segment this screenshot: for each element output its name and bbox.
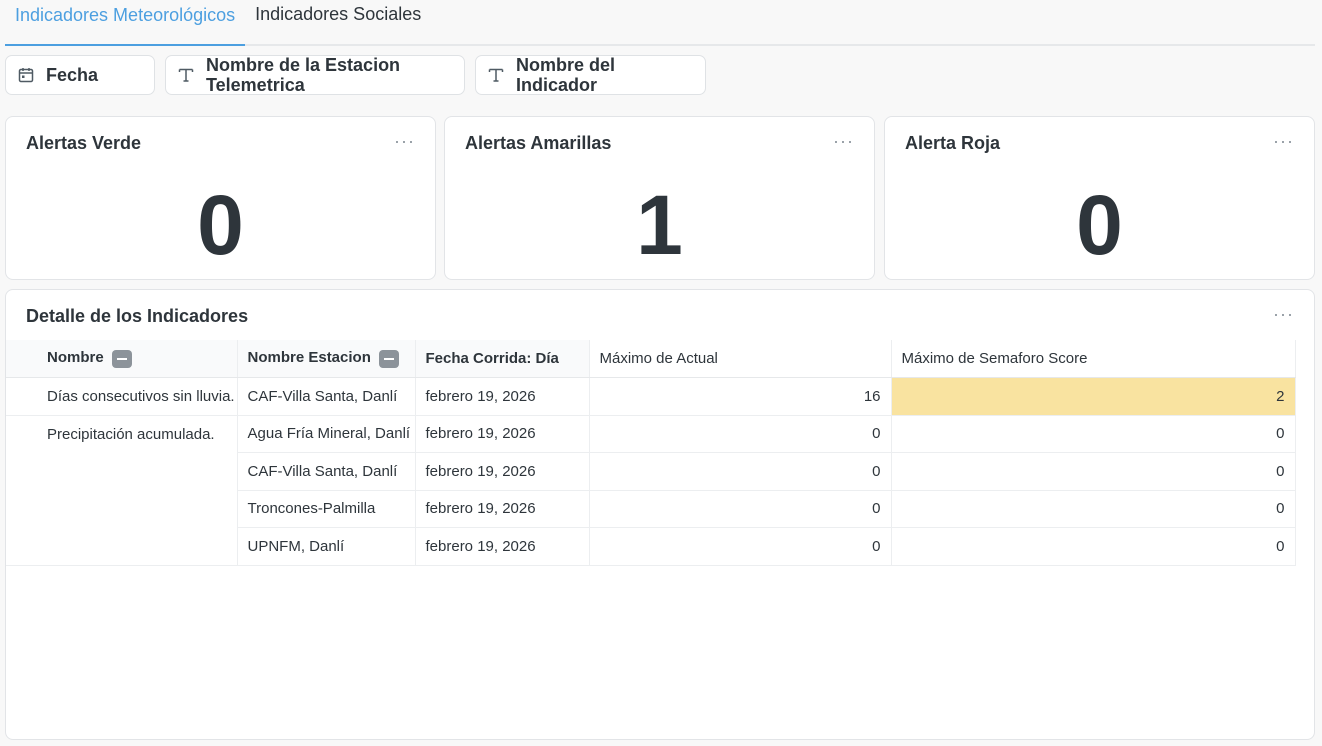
header-maximo-actual[interactable]: Máximo de Actual — [589, 340, 892, 378]
cell-score: 0 — [891, 527, 1296, 566]
cell-actual: 0 — [589, 415, 892, 453]
cell-actual: 0 — [589, 490, 892, 528]
cell-actual: 0 — [589, 527, 892, 566]
scalar-value: 0 — [197, 178, 244, 272]
more-options-icon[interactable]: ··· — [833, 131, 854, 151]
cell-fecha: febrero 19, 2026 — [415, 452, 590, 491]
filter-nombre-indicador[interactable]: Nombre del Indicador — [475, 55, 706, 95]
filter-fecha-label: Fecha — [46, 65, 99, 85]
scalar-value: 0 — [1076, 178, 1123, 272]
cell-actual: 16 — [589, 377, 892, 416]
card-alertas-verde: Alertas Verde ··· 0 — [5, 116, 436, 280]
table-header-row: Nombre Nombre Estacion Fecha Corrida: Dí… — [6, 340, 1296, 378]
header-label: Nombre Estacion — [247, 349, 371, 367]
dashboard-tabs: Indicadores Meteorológicos Indicadores S… — [5, 0, 1315, 46]
cell-nombre: Precipitación acumulada. — [6, 415, 238, 453]
table-row: UPNFM, Danlí febrero 19, 2026 0 0 — [6, 527, 1296, 566]
cell-nombre-empty — [6, 527, 238, 566]
cell-estacion: Agua Fría Mineral, Danlí — [237, 415, 416, 453]
cell-actual: 0 — [589, 452, 892, 491]
text-type-icon — [488, 68, 504, 82]
cell-estacion: UPNFM, Danlí — [237, 527, 416, 566]
collapse-icon[interactable] — [378, 349, 399, 368]
pivot-table-wrapper: Nombre Nombre Estacion Fecha Corrida: Dí… — [6, 340, 1296, 566]
more-options-icon[interactable]: ··· — [394, 131, 415, 151]
cell-nombre-empty — [6, 452, 238, 490]
pivot-table: Nombre Nombre Estacion Fecha Corrida: Dí… — [6, 340, 1296, 566]
table-row: Días consecutivos sin lluvia. CAF-Villa … — [6, 377, 1296, 416]
tab-indicadores-meteorologicos[interactable]: Indicadores Meteorológicos — [5, 0, 246, 46]
collapse-icon[interactable] — [111, 349, 132, 368]
more-options-icon[interactable]: ··· — [1273, 304, 1294, 324]
card-title: Detalle de los Indicadores — [26, 306, 249, 326]
filter-nombre-indicador-label: Nombre del Indicador — [516, 55, 616, 95]
header-label: Máximo de Semaforo Score — [901, 350, 1088, 367]
cell-nombre: Días consecutivos sin lluvia. — [6, 377, 238, 416]
header-label: Fecha Corrida: Día — [425, 350, 559, 367]
header-nombre-estacion[interactable]: Nombre Estacion — [237, 340, 416, 378]
header-label: Máximo de Actual — [599, 350, 718, 367]
table-row: CAF-Villa Santa, Danlí febrero 19, 2026 … — [6, 452, 1296, 491]
card-title: Alertas Amarillas — [465, 133, 612, 153]
cell-fecha: febrero 19, 2026 — [415, 527, 590, 566]
cell-estacion: CAF-Villa Santa, Danlí — [237, 377, 416, 416]
scalar-value: 1 — [636, 178, 683, 272]
cell-score: 0 — [891, 415, 1296, 453]
card-title: Alertas Verde — [26, 133, 142, 153]
cell-fecha: febrero 19, 2026 — [415, 377, 590, 416]
header-fecha-corrida[interactable]: Fecha Corrida: Día — [415, 340, 590, 378]
filter-nombre-estacion[interactable]: Nombre de la Estacion Telemetrica — [165, 55, 465, 95]
text-type-icon — [178, 68, 194, 82]
table-row: Precipitación acumulada. Agua Fría Miner… — [6, 415, 1296, 453]
cell-score: 0 — [891, 452, 1296, 491]
filter-bar: Fecha Nombre de la Estacion Telemetrica … — [5, 55, 706, 95]
cell-estacion: CAF-Villa Santa, Danlí — [237, 452, 416, 491]
table-row: Troncones-Palmilla febrero 19, 2026 0 0 — [6, 490, 1296, 528]
cell-score: 0 — [891, 490, 1296, 528]
cell-fecha: febrero 19, 2026 — [415, 415, 590, 453]
cell-fecha: febrero 19, 2026 — [415, 490, 590, 528]
filter-fecha[interactable]: Fecha — [5, 55, 155, 95]
calendar-icon — [18, 68, 34, 83]
header-label: Nombre — [47, 349, 104, 367]
header-maximo-semaforo[interactable]: Máximo de Semaforo Score — [891, 340, 1296, 378]
cell-estacion: Troncones-Palmilla — [237, 490, 416, 528]
cell-nombre-empty — [6, 490, 238, 528]
tab-indicadores-sociales[interactable]: Indicadores Sociales — [255, 4, 422, 24]
cell-score: 2 — [891, 377, 1296, 416]
header-nombre[interactable]: Nombre — [6, 340, 238, 378]
more-options-icon[interactable]: ··· — [1273, 131, 1294, 151]
card-alerta-roja: Alerta Roja ··· 0 — [884, 116, 1315, 280]
card-alertas-amarillas: Alertas Amarillas ··· 1 — [444, 116, 875, 280]
card-title: Alerta Roja — [905, 133, 1001, 153]
filter-nombre-estacion-label: Nombre de la Estacion Telemetrica — [206, 55, 401, 95]
card-detalle-indicadores: Detalle de los Indicadores ··· Nombre No… — [5, 289, 1315, 740]
